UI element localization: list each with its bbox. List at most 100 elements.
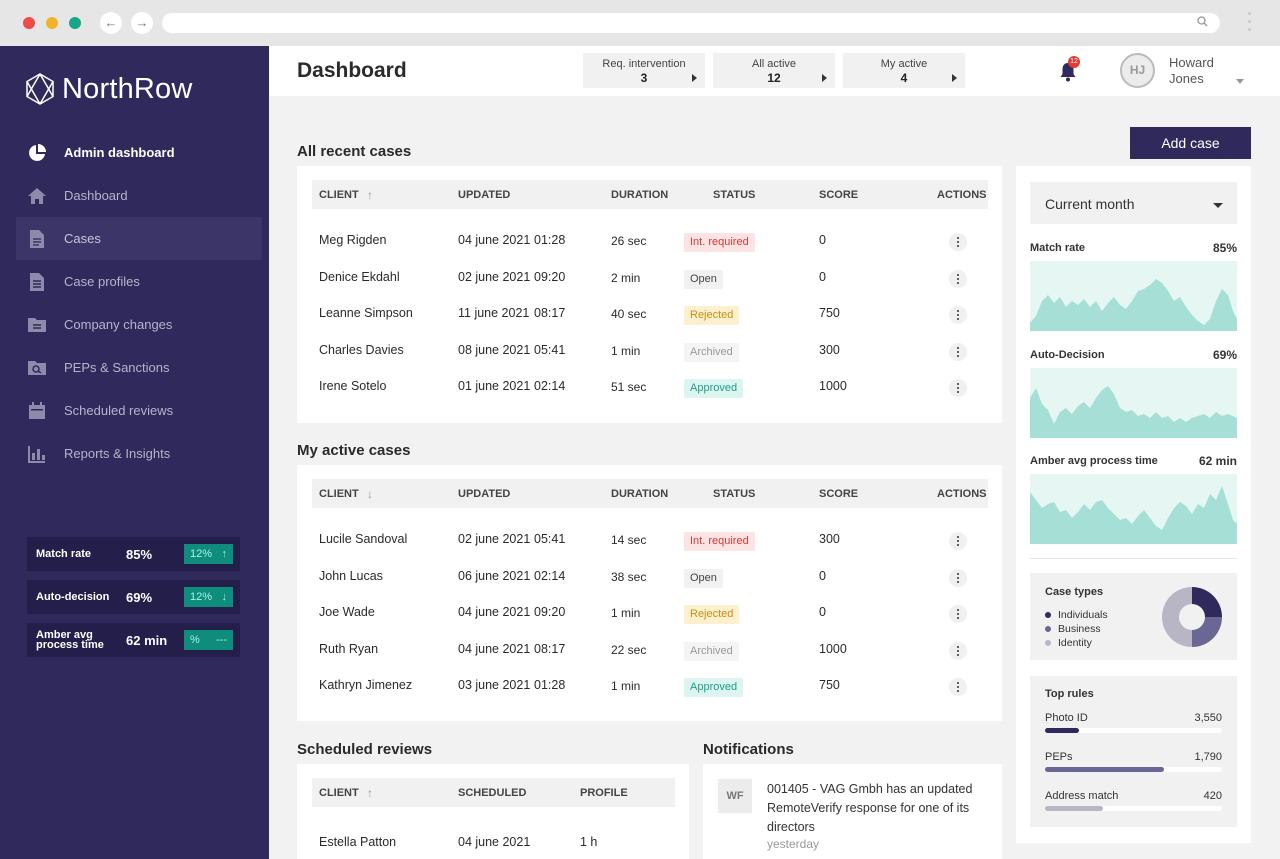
table-row[interactable]: Denice Ekdahl 02 june 2021 09:20 2 min Open 0 bbox=[312, 258, 988, 294]
avatar[interactable]: HJ bbox=[1120, 53, 1155, 88]
col-status[interactable]: STATUS bbox=[713, 488, 756, 500]
sort-arrow-icon[interactable]: ↓ bbox=[367, 487, 373, 501]
row-duration: 26 sec bbox=[611, 234, 647, 248]
row-actions-icon[interactable] bbox=[949, 532, 967, 550]
period-select[interactable]: Current month bbox=[1030, 182, 1237, 224]
col-profile[interactable]: PROFILE bbox=[580, 787, 628, 799]
row-actions-icon[interactable] bbox=[949, 306, 967, 324]
col-client[interactable]: CLIENT bbox=[319, 189, 359, 201]
notification-count-badge: 12 bbox=[1068, 56, 1080, 68]
match-rate-sparkline bbox=[1030, 261, 1237, 331]
sidebar-item-label: Admin dashboard bbox=[64, 145, 175, 160]
caret-right-icon bbox=[952, 74, 957, 82]
recent-cases-header: CLIENT ↑ UPDATED DURATION STATUS SCORE A… bbox=[312, 180, 988, 209]
notification-item[interactable]: WF 001405 - VAG Gmbh has an updated Remo… bbox=[703, 764, 1002, 859]
auto-decision-sparkline bbox=[1030, 368, 1237, 438]
metric-amber-time: Amber avg process time 62 min bbox=[1030, 454, 1237, 468]
row-time: 09:20 bbox=[534, 269, 566, 284]
table-row[interactable]: Lucile Sandoval 02 june 2021 05:41 14 sec In… bbox=[312, 520, 988, 556]
table-row[interactable]: Kathryn Jimenez 03 june 2021 01:28 1 min App… bbox=[312, 666, 988, 702]
sidebar-item-case-profiles[interactable]: Case profiles bbox=[16, 260, 262, 303]
row-actions-icon[interactable] bbox=[949, 379, 967, 397]
folder-swap-icon bbox=[26, 315, 48, 335]
table-row[interactable]: John Lucas 06 june 2021 02:14 38 sec Open 0 bbox=[312, 557, 988, 593]
minimize-window-icon[interactable] bbox=[46, 17, 58, 29]
row-score: 750 bbox=[819, 306, 840, 320]
sort-arrow-icon[interactable]: ↑ bbox=[367, 786, 373, 800]
col-scheduled[interactable]: SCHEDULED bbox=[458, 787, 527, 799]
sidebar-item-scheduled-reviews[interactable]: Scheduled reviews bbox=[16, 389, 262, 432]
row-score: 1000 bbox=[819, 379, 847, 393]
address-bar[interactable] bbox=[162, 13, 1220, 33]
forward-arrow-icon[interactable]: → bbox=[131, 12, 153, 34]
col-updated[interactable]: UPDATED bbox=[458, 189, 511, 201]
northrow-logo[interactable]: NorthRow bbox=[26, 72, 193, 106]
filter-req-intervention[interactable]: Req. intervention 3 bbox=[583, 53, 705, 88]
table-row[interactable]: Ruth Ryan 04 june 2021 08:17 22 sec Archived… bbox=[312, 630, 988, 666]
status-badge: Archived bbox=[684, 641, 739, 661]
rule-label: PEPs bbox=[1045, 751, 1073, 763]
table-row[interactable]: Leanne Simpson 11 june 2021 08:17 40 sec Rej… bbox=[312, 294, 988, 330]
stat-value: 62 min bbox=[126, 632, 168, 648]
amber-time-sparkline bbox=[1030, 474, 1237, 544]
col-duration[interactable]: DURATION bbox=[611, 189, 669, 201]
row-actions-icon[interactable] bbox=[949, 605, 967, 623]
legend-identity: Identity bbox=[1045, 637, 1092, 649]
rule-bar-address-match bbox=[1045, 806, 1222, 811]
col-client[interactable]: CLIENT bbox=[319, 488, 359, 500]
sidebar: NorthRow Admin dashboard Dashboard Cases… bbox=[0, 46, 269, 859]
maximize-window-icon[interactable] bbox=[69, 17, 81, 29]
app-name: NorthRow bbox=[62, 72, 193, 105]
sidebar-item-cases[interactable]: Cases bbox=[16, 217, 262, 260]
row-time: 02:14 bbox=[534, 568, 566, 583]
sidebar-item-company-changes[interactable]: Company changes bbox=[16, 303, 262, 346]
sort-arrow-icon[interactable]: ↑ bbox=[367, 188, 373, 202]
arrow-up-icon: ↑ bbox=[221, 548, 228, 560]
active-cases-title: My active cases bbox=[297, 442, 411, 459]
table-row[interactable]: Joe Wade 04 june 2021 09:20 1 min Rejected 0 bbox=[312, 593, 988, 629]
sidebar-item-dashboard[interactable]: Dashboard bbox=[16, 174, 262, 217]
filter-my-active[interactable]: My active 4 bbox=[843, 53, 965, 88]
add-case-button[interactable]: Add case bbox=[1130, 127, 1251, 159]
metric-label: Auto-Decision bbox=[1030, 349, 1105, 361]
row-actions-icon[interactable] bbox=[949, 269, 967, 288]
row-actions-icon[interactable] bbox=[949, 568, 967, 587]
status-badge: Approved bbox=[684, 678, 744, 697]
row-date: 02 june 2021 bbox=[458, 532, 531, 546]
stat-change: 12% ↑ bbox=[184, 544, 233, 564]
col-duration[interactable]: DURATION bbox=[611, 488, 669, 500]
filter-all-active[interactable]: All active 12 bbox=[713, 53, 835, 88]
row-actions-icon[interactable] bbox=[949, 233, 967, 251]
table-row[interactable]: Meg Rigden 04 june 2021 01:28 26 sec Int. re… bbox=[312, 221, 988, 257]
col-client[interactable]: CLIENT bbox=[319, 787, 359, 799]
recent-cases-card: CLIENT ↑ UPDATED DURATION STATUS SCORE A… bbox=[297, 166, 1002, 423]
scheduled-reviews-card: CLIENT ↑ SCHEDULED PROFILE Estella Patto… bbox=[297, 764, 689, 859]
row-duration: 22 sec bbox=[611, 642, 647, 657]
sidebar-item-peps-sanctions[interactable]: PEPs & Sanctions bbox=[16, 346, 262, 389]
close-window-icon[interactable] bbox=[23, 17, 35, 29]
row-actions-icon[interactable] bbox=[949, 342, 967, 361]
table-row[interactable]: Estella Patton 04 june 2021 1 h bbox=[312, 823, 675, 859]
chevron-down-icon[interactable] bbox=[1236, 79, 1244, 84]
scheduled-header: CLIENT ↑ SCHEDULED PROFILE bbox=[312, 778, 675, 807]
row-score: 0 bbox=[819, 233, 826, 247]
col-updated[interactable]: UPDATED bbox=[458, 488, 511, 500]
sidebar-item-admin-dashboard[interactable]: Admin dashboard bbox=[16, 131, 262, 174]
status-badge: Approved bbox=[684, 379, 744, 398]
pill-label: All active bbox=[751, 58, 797, 70]
browser-menu-icon[interactable] bbox=[1248, 12, 1252, 36]
col-status[interactable]: STATUS bbox=[713, 189, 756, 201]
col-score[interactable]: SCORE bbox=[819, 189, 859, 201]
row-client: Meg Rigden bbox=[319, 233, 387, 247]
row-actions-icon[interactable] bbox=[949, 678, 967, 696]
sidebar-item-reports-insights[interactable]: Reports & Insights bbox=[16, 432, 262, 475]
back-arrow-icon[interactable]: ← bbox=[100, 12, 122, 34]
row-actions-icon[interactable] bbox=[949, 641, 967, 660]
stat-label: Amber avg process time bbox=[36, 629, 104, 651]
table-row[interactable]: Charles Davies 08 june 2021 05:41 1 min Arch… bbox=[312, 331, 988, 367]
rule-value: 3,550 bbox=[1194, 712, 1222, 724]
table-row[interactable]: Irene Sotelo 01 june 2021 02:14 51 sec Appro… bbox=[312, 367, 988, 403]
row-date: 04 june 2021 bbox=[458, 233, 531, 247]
user-name[interactable]: Howard Jones bbox=[1169, 55, 1214, 87]
col-score[interactable]: SCORE bbox=[819, 488, 859, 500]
